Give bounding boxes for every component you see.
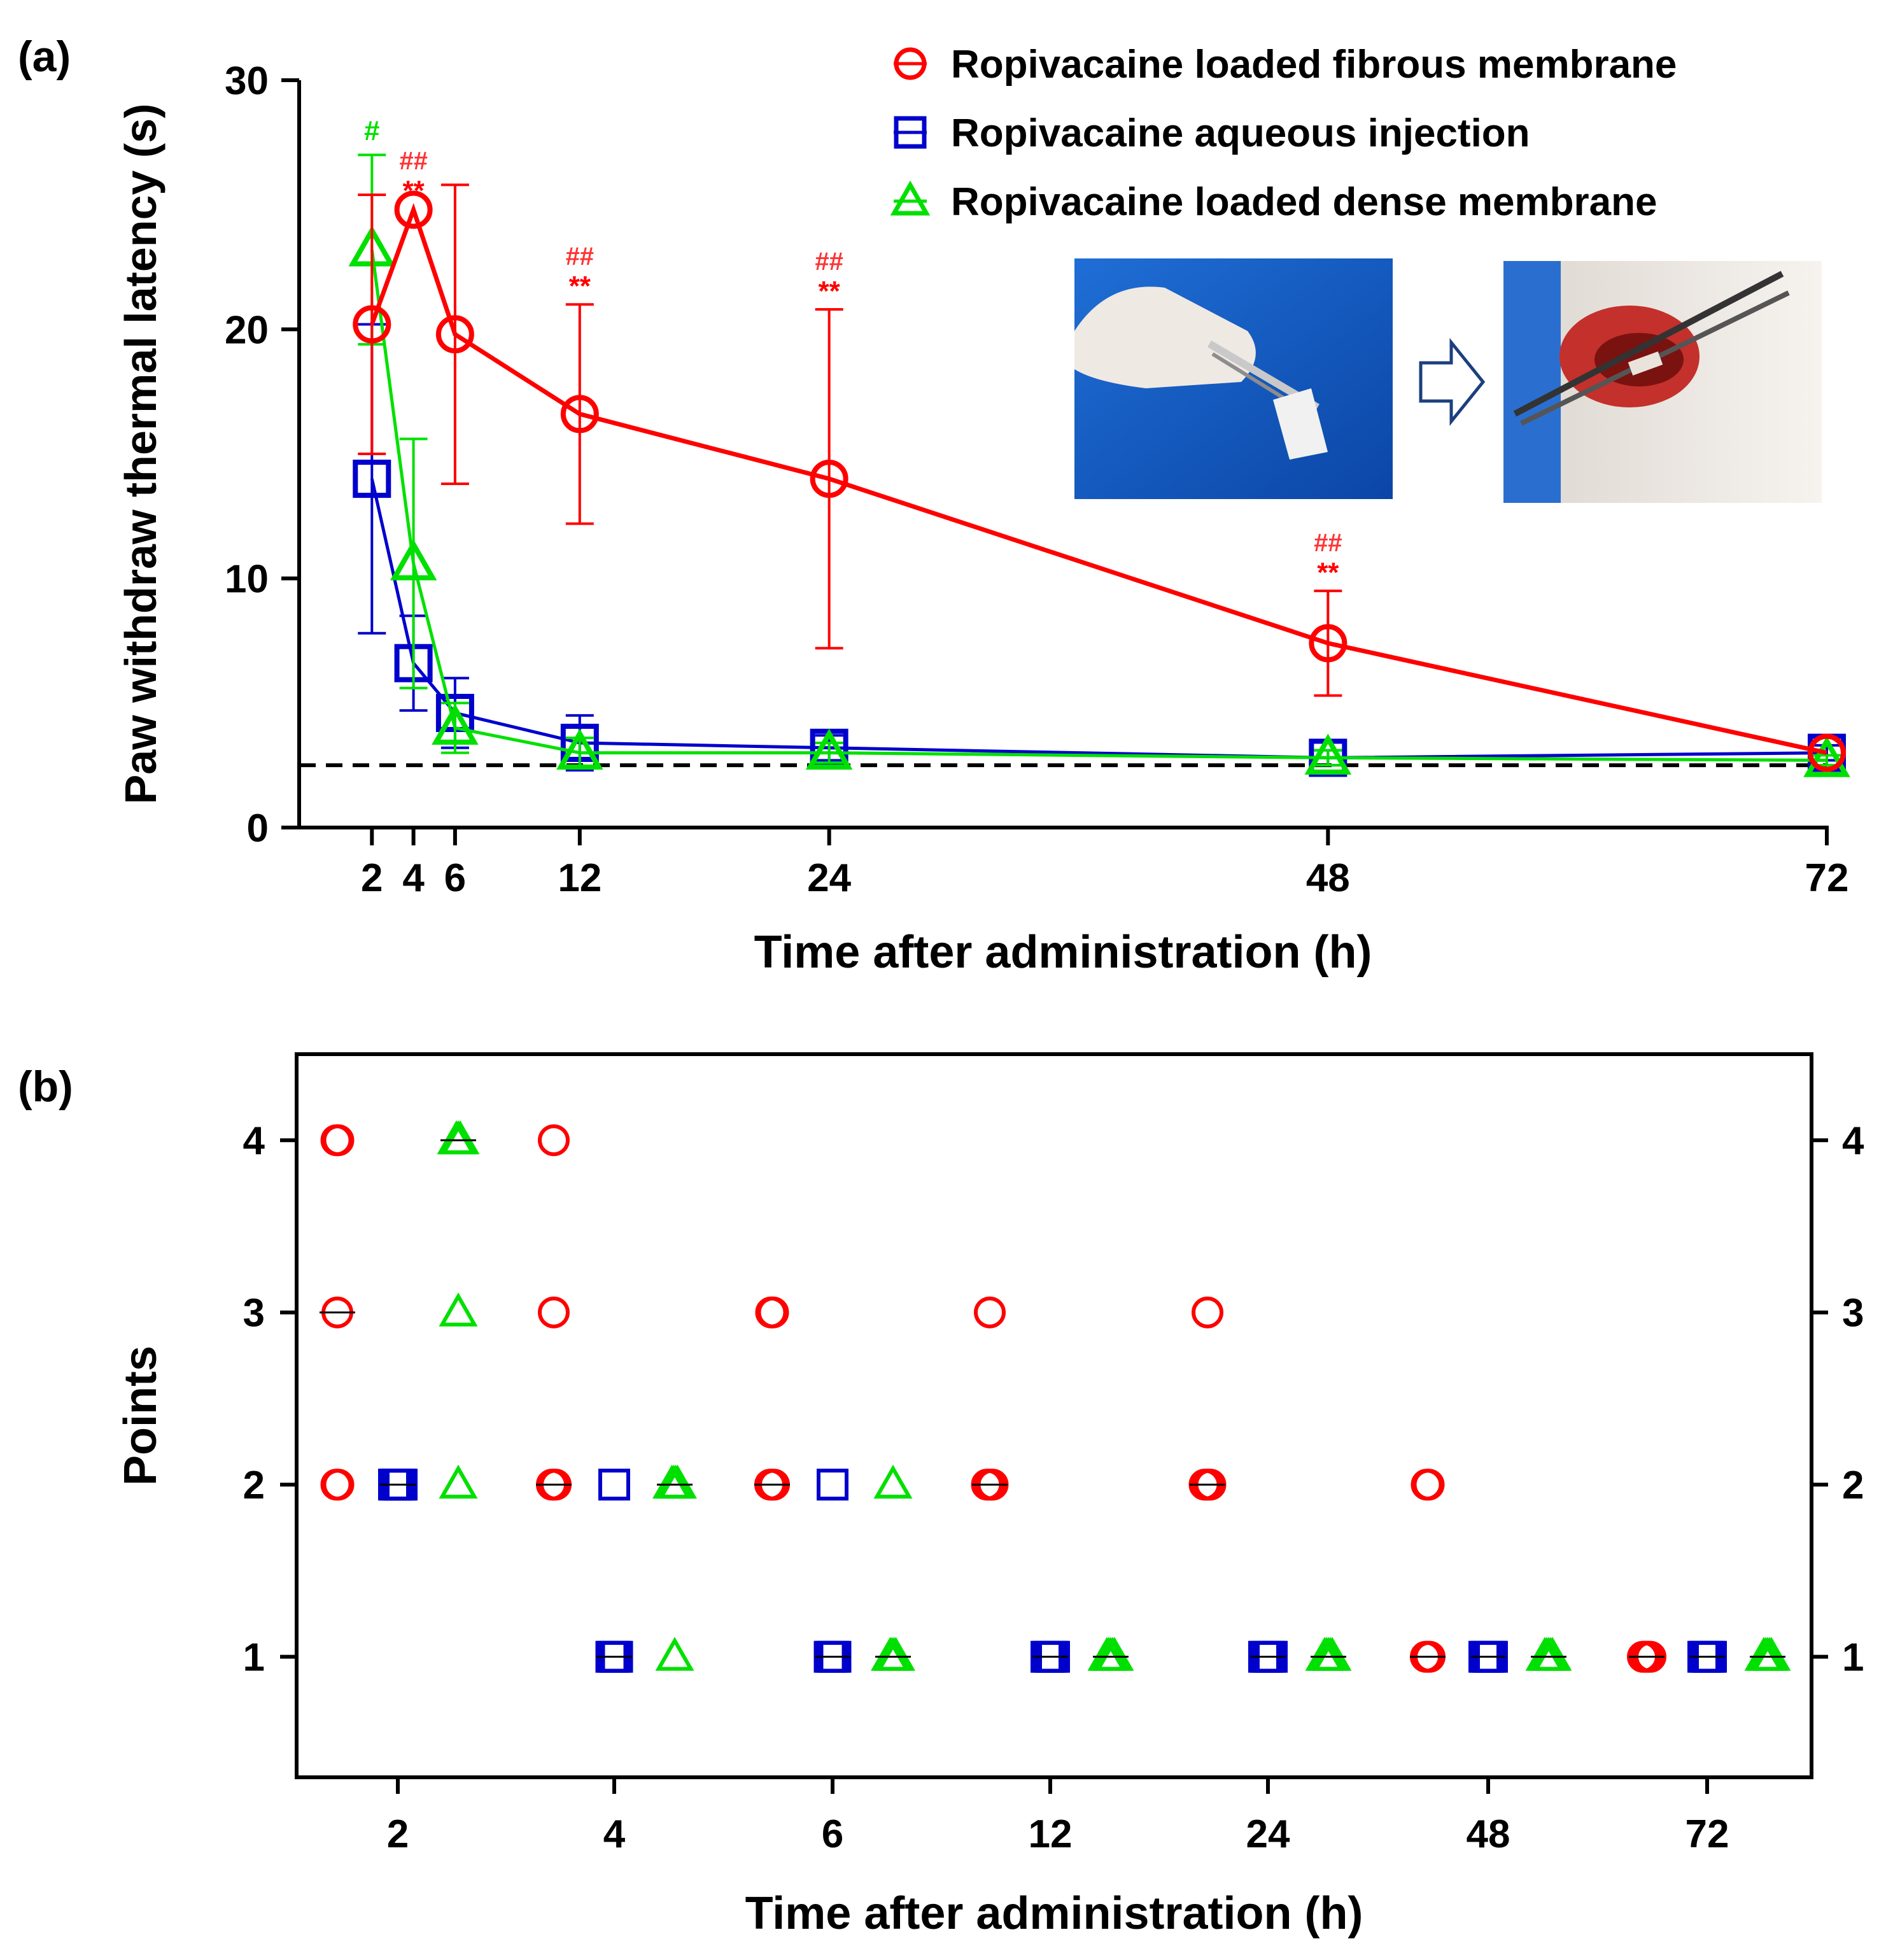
- significance-hash: ##: [399, 147, 428, 175]
- data-point: [805, 728, 853, 770]
- panel-a-legend: Ropivacaine loaded fibrous membrane Ropiv…: [890, 43, 1677, 224]
- y-tick-label: 20: [225, 308, 269, 352]
- legend-label: Ropivacaine loaded fibrous membrane: [951, 43, 1677, 87]
- significance-stars: **: [819, 276, 841, 307]
- panel-a-annotations: #**##**##**##**##: [364, 115, 1342, 588]
- legend-label: Ropivacaine loaded dense membrane: [951, 180, 1657, 224]
- significance-hash: ##: [815, 248, 843, 276]
- data-point: [1309, 624, 1348, 663]
- x-tick-label: 72: [1805, 856, 1849, 900]
- score-point: [1412, 1469, 1445, 1501]
- score-point: [655, 1637, 694, 1671]
- data-point: [353, 305, 391, 344]
- score-point: [1192, 1296, 1223, 1329]
- score-point: [1095, 1637, 1134, 1671]
- data-point: [353, 460, 391, 498]
- data-point: [432, 703, 479, 745]
- x-tick-label: 4: [402, 856, 425, 900]
- score-point: [1533, 1637, 1572, 1671]
- score-point: [817, 1469, 848, 1501]
- x-axis-title: Time after administration (h): [745, 1888, 1363, 1939]
- score-point: [1312, 1637, 1352, 1671]
- y-tick-label-right: 3: [1842, 1292, 1864, 1336]
- photo-membrane-held: [1074, 258, 1393, 499]
- score-point: [658, 1464, 697, 1499]
- panel-a-label: (a): [18, 32, 71, 81]
- y-tick-label-right: 2: [1842, 1463, 1864, 1507]
- x-tick-label: 2: [361, 856, 383, 900]
- significance-stars: **: [569, 271, 591, 302]
- score-point: [974, 1296, 1006, 1329]
- y-tick-label: 0: [247, 807, 269, 850]
- score-point: [757, 1296, 789, 1329]
- photo-membrane-implanted: [1503, 261, 1822, 503]
- y-axis-title: Points: [115, 1346, 166, 1486]
- data-point: [1808, 733, 1846, 772]
- score-point: [322, 1124, 355, 1157]
- x-tick-label: 24: [1246, 1812, 1290, 1856]
- x-tick-label: 6: [444, 856, 466, 900]
- x-tick-label: 12: [558, 856, 602, 900]
- panel-b-label: (b): [18, 1062, 73, 1111]
- data-point: [1803, 736, 1850, 777]
- data-point: [810, 460, 848, 498]
- data-point: [1304, 733, 1352, 775]
- data-point: [435, 315, 474, 354]
- data-point: [560, 395, 599, 434]
- y-tick-label-left: 3: [243, 1292, 265, 1336]
- score-point: [873, 1464, 913, 1499]
- x-tick-label: 48: [1306, 856, 1350, 900]
- x-axis-title: Time after administration (h): [754, 927, 1372, 978]
- x-tick-label: 72: [1685, 1812, 1729, 1856]
- y-tick-label-right: 4: [1842, 1119, 1864, 1163]
- y-tick-label-left: 2: [243, 1463, 265, 1507]
- score-point: [876, 1637, 915, 1671]
- x-tick-label: 48: [1467, 1812, 1510, 1856]
- y-tick-label: 10: [225, 558, 269, 602]
- score-point: [440, 1120, 480, 1155]
- data-point: [390, 539, 437, 581]
- score-point: [439, 1292, 478, 1327]
- significance-hash: #: [364, 115, 379, 146]
- y-tick-label-left: 1: [243, 1636, 265, 1680]
- x-tick-label: 4: [603, 1812, 626, 1856]
- y-axis-title: Paw withdraw thermal latency (s): [116, 104, 165, 805]
- y-tick-label: 30: [225, 59, 269, 103]
- score-point: [322, 1469, 355, 1501]
- score-point: [538, 1296, 570, 1329]
- panel-b-points: [320, 1120, 1791, 1673]
- x-tick-label: 2: [387, 1812, 409, 1856]
- data-point: [394, 190, 433, 229]
- significance-stars: **: [1317, 557, 1339, 588]
- significance-hash: ##: [1314, 529, 1342, 557]
- x-tick-label: 12: [1029, 1812, 1073, 1856]
- legend-marker: [890, 180, 931, 216]
- y-tick-label-right: 1: [1842, 1636, 1864, 1680]
- score-point: [439, 1464, 478, 1499]
- legend-label: Ropivacaine aqueous injection: [951, 111, 1530, 155]
- arrow-icon: [1419, 337, 1486, 427]
- x-tick-label: 6: [822, 1812, 843, 1856]
- significance-hash: ##: [566, 243, 595, 271]
- panel-a-series: [348, 153, 1850, 777]
- plot-frame: [295, 1052, 1813, 1779]
- score-point: [538, 1124, 570, 1157]
- y-tick-label-left: 4: [243, 1119, 265, 1163]
- significance-stars: **: [402, 175, 425, 206]
- data-point: [556, 728, 603, 770]
- x-tick-label: 24: [807, 856, 851, 900]
- score-point: [1752, 1637, 1791, 1671]
- score-point: [598, 1469, 630, 1501]
